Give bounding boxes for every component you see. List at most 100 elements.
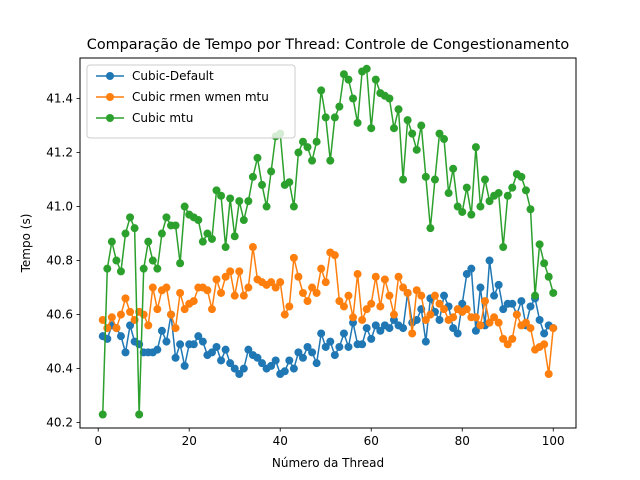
data-point: [180, 361, 189, 370]
data-point: [440, 305, 449, 314]
data-point: [376, 302, 385, 311]
data-point: [367, 124, 376, 133]
data-point: [330, 351, 339, 360]
data-point: [494, 280, 503, 289]
data-point: [458, 299, 467, 308]
data-point: [221, 345, 230, 354]
data-point: [103, 324, 112, 333]
data-point: [253, 353, 262, 362]
data-point: [294, 148, 303, 157]
data-point: [362, 305, 371, 314]
data-point: [417, 121, 426, 130]
data-point: [126, 213, 135, 222]
data-point: [476, 202, 485, 211]
data-point: [171, 353, 180, 362]
data-point: [171, 324, 180, 333]
data-point: [376, 326, 385, 335]
data-point: [339, 302, 348, 311]
data-point: [221, 243, 230, 252]
data-point: [235, 369, 244, 378]
data-point: [248, 243, 257, 252]
data-point: [194, 216, 203, 225]
data-point: [399, 283, 408, 292]
data-point: [139, 310, 148, 319]
data-point: [212, 186, 221, 195]
legend-label: Cubic mtu: [132, 111, 193, 125]
data-point: [367, 299, 376, 308]
data-point: [531, 291, 540, 300]
data-point: [371, 321, 380, 330]
data-point: [535, 240, 544, 249]
data-point: [508, 334, 517, 343]
data-point: [449, 164, 458, 173]
data-point: [417, 291, 426, 300]
data-point: [298, 288, 307, 297]
data-point: [244, 283, 253, 292]
data-point: [394, 105, 403, 114]
data-point: [503, 191, 512, 200]
data-point: [471, 326, 480, 335]
data-point: [453, 329, 462, 338]
data-point: [471, 143, 480, 152]
data-point: [330, 113, 339, 122]
series-cubic-default: [98, 256, 558, 378]
data-point: [380, 275, 389, 284]
data-point: [180, 202, 189, 211]
y-tick-label: 41.4: [46, 92, 73, 106]
data-point: [162, 213, 171, 222]
data-point: [221, 272, 230, 281]
data-point: [121, 229, 130, 238]
data-point: [421, 337, 430, 346]
legend-item: Cubic-Default: [96, 69, 214, 83]
data-point: [280, 310, 289, 319]
data-point: [267, 167, 276, 176]
y-tick-label: 40.8: [46, 254, 73, 268]
legend-box: [86, 64, 296, 139]
data-point: [321, 278, 330, 287]
data-point: [467, 210, 476, 219]
data-point: [276, 278, 285, 287]
data-point: [508, 299, 517, 308]
data-point: [394, 272, 403, 281]
data-point: [462, 183, 471, 192]
data-point: [521, 186, 530, 195]
data-point: [449, 313, 458, 322]
data-point: [239, 364, 248, 373]
data-point: [217, 191, 226, 200]
data-point: [207, 234, 216, 243]
data-point: [339, 329, 348, 338]
data-point: [412, 315, 421, 324]
legend-label: Cubic-Default: [132, 69, 214, 83]
data-point: [207, 305, 216, 314]
data-point: [244, 345, 253, 354]
plot-area: [98, 64, 558, 419]
data-point: [107, 313, 116, 322]
data-point: [294, 348, 303, 357]
data-point: [298, 137, 307, 146]
data-point: [549, 288, 558, 297]
legend-item: Cubic mtu: [96, 111, 193, 125]
data-point: [157, 326, 166, 335]
data-point: [308, 156, 317, 165]
data-point: [198, 337, 207, 346]
series-cubic-rmen-wmen-mtu: [98, 243, 558, 378]
data-point: [412, 145, 421, 154]
data-point: [485, 318, 494, 327]
data-point: [235, 267, 244, 276]
data-point: [490, 291, 499, 300]
data-point: [362, 64, 371, 73]
data-point: [303, 143, 312, 152]
data-point: [285, 302, 294, 311]
data-point: [312, 359, 321, 368]
x-tick-label: 60: [364, 434, 379, 448]
data-point: [148, 283, 157, 292]
data-point: [289, 364, 298, 373]
data-point: [303, 297, 312, 306]
data-point: [148, 256, 157, 265]
data-point: [217, 356, 226, 365]
data-point: [308, 283, 317, 292]
data-point: [549, 324, 558, 333]
data-point: [189, 297, 198, 306]
data-point: [289, 202, 298, 211]
data-point: [226, 267, 235, 276]
